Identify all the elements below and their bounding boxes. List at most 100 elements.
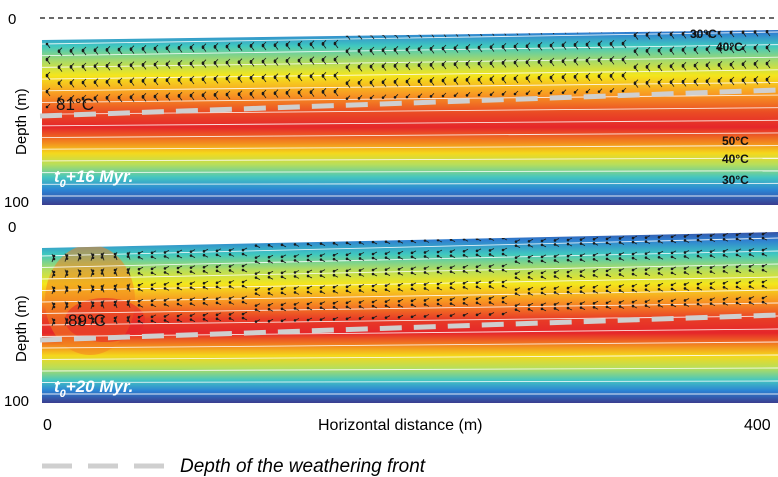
velocity-arrow-head xyxy=(91,285,95,289)
velocity-arrow-head xyxy=(293,291,297,294)
velocity-arrow-head xyxy=(465,47,469,50)
velocity-arrow-head xyxy=(709,266,713,269)
velocity-arrow-head xyxy=(475,297,479,301)
velocity-arrow-head xyxy=(622,27,624,29)
velocity-arrow-head xyxy=(280,275,284,279)
velocity-arrow-head xyxy=(514,272,518,275)
velocity-arrow-head xyxy=(540,287,544,291)
velocity-arrow-head xyxy=(306,306,310,310)
velocity-arrow-head xyxy=(189,282,193,285)
velocity-arrow-head xyxy=(592,289,596,293)
velocity-arrow-head xyxy=(105,97,109,100)
velocity-arrow-head xyxy=(249,61,253,64)
velocity-arrow-head xyxy=(381,81,385,84)
velocity-arrow-head xyxy=(358,241,362,244)
velocity-arrow-head xyxy=(566,302,570,306)
velocity-arrow-head xyxy=(410,303,414,307)
velocity-arrow-head xyxy=(423,271,427,274)
velocity-arrow-head xyxy=(693,32,697,36)
depth-bottom-tick-1: 100 xyxy=(4,194,29,211)
depth-axis-label-1: Depth (m) xyxy=(13,88,30,155)
velocity-arrow-head xyxy=(514,292,518,295)
velocity-arrow-head xyxy=(729,31,733,35)
velocity-arrow-head xyxy=(52,270,56,274)
velocity-arrow-head xyxy=(566,306,570,310)
velocity-arrow-head xyxy=(358,285,362,288)
velocity-arrow-head xyxy=(592,305,596,309)
velocity-arrow-head xyxy=(561,60,565,63)
velocity-arrow-head xyxy=(69,66,73,69)
velocity-arrow-head xyxy=(537,92,541,95)
velocity-arrow-head xyxy=(748,265,752,268)
time-label-2: t0+20 Myr. xyxy=(54,377,133,400)
velocity-arrow-head xyxy=(371,256,375,260)
velocity-arrow-head xyxy=(410,315,414,319)
velocity-arrow-head xyxy=(137,287,141,291)
velocity-arrow-head xyxy=(280,307,284,311)
velocity-arrow-head xyxy=(514,276,518,279)
velocity-arrow-head xyxy=(441,47,445,51)
velocity-arrow-head xyxy=(717,48,721,51)
velocity-arrow-head xyxy=(488,297,492,300)
velocity-arrow-head xyxy=(453,47,457,50)
velocity-arrow-head xyxy=(540,275,544,279)
velocity-arrow-head xyxy=(525,45,529,48)
velocity-arrow-head xyxy=(670,255,674,259)
velocity-arrow-head xyxy=(605,305,609,309)
velocity-arrow-head xyxy=(683,271,687,274)
velocity-arrow-head xyxy=(696,270,700,274)
velocity-arrow-head xyxy=(477,30,481,34)
velocity-arrow-head xyxy=(345,253,349,257)
velocity-arrow-head xyxy=(597,59,601,62)
isotherm-label-30-bottom: 30°C xyxy=(722,173,749,187)
velocity-arrow-head xyxy=(254,304,258,307)
velocity-arrow-head xyxy=(371,240,375,244)
velocity-arrow-head xyxy=(705,80,709,83)
velocity-arrow-head xyxy=(631,236,635,240)
velocity-arrow-head xyxy=(237,61,241,64)
velocity-arrow-head xyxy=(137,283,141,287)
velocity-arrow-head xyxy=(748,237,752,240)
velocity-arrow-head xyxy=(153,63,157,67)
velocity-arrow-head xyxy=(405,80,409,84)
velocity-arrow-head xyxy=(566,238,570,242)
velocity-arrow-head xyxy=(150,267,154,271)
velocity-arrow-head xyxy=(176,318,180,322)
velocity-arrow-head xyxy=(332,257,336,261)
velocity-arrow-head xyxy=(65,270,69,273)
velocity-arrow-head xyxy=(540,271,544,275)
velocity-arrow-head xyxy=(631,272,635,276)
velocity-arrow-head xyxy=(241,264,245,268)
velocity-arrow-head xyxy=(423,283,427,286)
velocity-arrow-head xyxy=(113,252,117,256)
velocity-arrow-head xyxy=(397,267,401,271)
velocity-arrow-head xyxy=(462,249,466,253)
velocity-arrow-head xyxy=(453,94,457,97)
velocity-arrow-head xyxy=(285,60,289,63)
velocity-arrow-head xyxy=(163,255,167,258)
velocity-arrow-head xyxy=(410,239,414,243)
velocity-arrow-head xyxy=(514,308,518,311)
velocity-arrow-head xyxy=(176,302,180,306)
velocity-arrow-head xyxy=(129,64,133,67)
velocity-arrow-head xyxy=(670,251,674,255)
velocity-arrow-head xyxy=(605,301,609,305)
velocity-arrow-head xyxy=(410,283,414,287)
velocity-arrow-head xyxy=(709,234,713,237)
velocity-arrow-head xyxy=(657,49,661,53)
velocity-arrow-head xyxy=(293,259,297,262)
velocity-arrow-head xyxy=(709,254,713,257)
velocity-arrow-head xyxy=(100,269,104,272)
velocity-arrow-head xyxy=(381,33,385,36)
velocity-arrow-head xyxy=(345,50,349,53)
velocity-arrow-head xyxy=(631,240,635,244)
velocity-arrow-head xyxy=(735,285,739,289)
velocity-arrow-head xyxy=(384,304,388,307)
velocity-arrow-head xyxy=(501,280,505,284)
velocity-arrow-head xyxy=(609,75,613,78)
velocity-arrow-head xyxy=(525,30,529,32)
velocity-arrow-head xyxy=(293,303,297,306)
velocity-arrow-head xyxy=(592,269,596,273)
velocity-arrow-head xyxy=(293,271,297,274)
